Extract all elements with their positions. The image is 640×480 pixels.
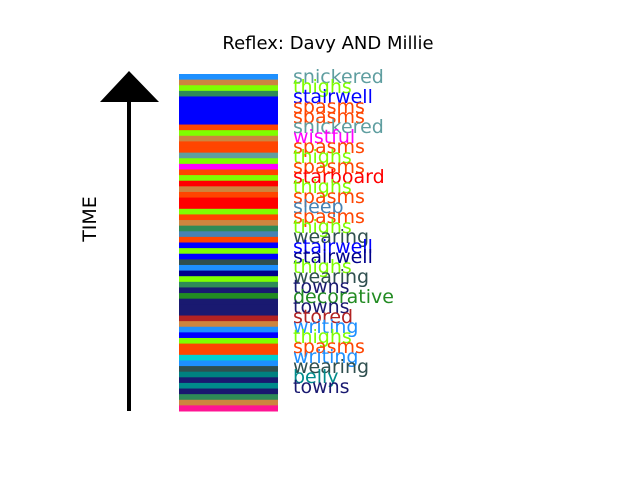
word-label: thighs <box>293 256 352 278</box>
word-label: stairwell <box>293 86 373 108</box>
y-axis-label: TIME <box>79 196 101 243</box>
stripe <box>179 264 278 272</box>
stripe <box>179 214 278 221</box>
stripe <box>179 113 278 120</box>
word-label: towns <box>293 276 350 298</box>
word-label: wearing <box>293 356 369 378</box>
stripe <box>179 102 278 109</box>
word-label: spasms <box>293 336 365 358</box>
stripe <box>179 141 278 148</box>
word-label: stairwell <box>293 246 373 268</box>
time-arrow-head <box>100 71 159 102</box>
stripe <box>179 259 278 266</box>
word-label: spasms <box>293 186 365 208</box>
stripe <box>179 298 278 305</box>
word-label: decorative <box>293 286 394 308</box>
stripe <box>179 175 278 182</box>
stripe <box>179 242 278 249</box>
stripe <box>179 349 278 356</box>
stripe <box>179 321 278 328</box>
word-label: starboard <box>293 166 385 188</box>
word-label: spasms <box>293 96 365 118</box>
stripe <box>179 253 278 260</box>
stripe <box>179 208 278 215</box>
stripe <box>179 191 278 199</box>
stripe <box>179 225 278 232</box>
stripe <box>179 366 278 373</box>
word-label: spasms <box>293 136 365 158</box>
stripe <box>179 158 278 165</box>
time-axis <box>100 71 159 411</box>
stripe <box>179 326 278 333</box>
stripe <box>179 388 278 395</box>
stripe <box>179 231 278 238</box>
word-label: thighs <box>293 326 352 348</box>
stripe <box>179 130 278 137</box>
stripe <box>179 147 278 154</box>
chart-title: Reflex: Davy AND Millie <box>222 33 433 54</box>
stripe <box>179 186 278 193</box>
word-label: spasms <box>293 106 365 128</box>
stripe <box>179 152 278 159</box>
stripe <box>179 163 278 170</box>
stripe <box>179 118 278 126</box>
word-label: thighs <box>293 76 352 98</box>
stripe <box>179 197 278 204</box>
stripe <box>179 315 278 322</box>
stripe <box>179 304 278 311</box>
word-label: wearing <box>293 266 369 288</box>
word-label: writing <box>293 346 358 368</box>
word-label: writing <box>293 316 358 338</box>
word-label: towns <box>293 376 350 398</box>
stripe <box>179 236 278 243</box>
stripe <box>179 281 278 288</box>
word-label: snickered <box>293 116 384 138</box>
stripe <box>179 276 278 283</box>
stripe <box>179 85 278 92</box>
word-label: towns <box>293 296 350 318</box>
stripe <box>179 371 278 378</box>
stripe <box>179 360 278 367</box>
stripe <box>179 79 278 86</box>
word-labels: snickeredthighsstairwellspasmsspasmssnic… <box>293 66 394 398</box>
stripe <box>179 337 278 345</box>
stripe <box>179 180 278 187</box>
word-label: thighs <box>293 176 352 198</box>
word-label: spasms <box>293 206 365 228</box>
word-label: stairwell <box>293 236 373 258</box>
word-label: thighs <box>293 146 352 168</box>
stripe <box>179 399 278 406</box>
stripe <box>179 287 278 294</box>
stripe <box>179 203 278 210</box>
stripe <box>179 270 278 277</box>
timeline-stripes <box>179 74 278 412</box>
stripe <box>179 405 278 412</box>
word-label: stored <box>293 306 353 328</box>
stripe <box>179 107 278 114</box>
stripe <box>179 354 278 361</box>
word-label: thighs <box>293 216 352 238</box>
stripe <box>179 90 278 97</box>
stripe <box>179 220 278 227</box>
stripe <box>179 394 278 401</box>
stripe <box>179 309 278 317</box>
stripe <box>179 124 278 131</box>
word-label: belly <box>293 366 339 388</box>
word-label: spasms <box>293 156 365 178</box>
stripe <box>179 343 278 350</box>
word-label: sleep <box>293 196 344 218</box>
stripe <box>179 248 278 255</box>
word-label: wistful <box>293 126 355 148</box>
stripe <box>179 74 278 81</box>
stripe <box>179 382 278 390</box>
word-label: wearing <box>293 226 369 248</box>
stripe <box>179 377 278 384</box>
stripe <box>179 135 278 142</box>
stripe <box>179 96 278 103</box>
stripe <box>179 332 278 339</box>
word-label: snickered <box>293 66 384 88</box>
stripe <box>179 169 278 176</box>
stripe <box>179 293 278 300</box>
